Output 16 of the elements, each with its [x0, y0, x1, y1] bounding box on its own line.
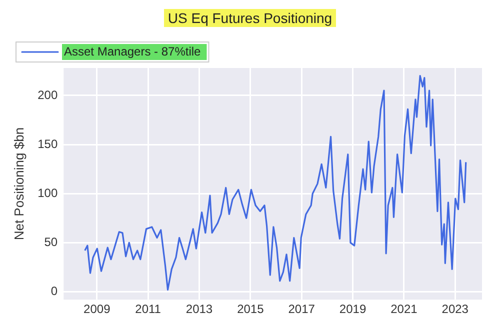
x-tick-label: 2023: [442, 302, 469, 316]
x-tick-label: 2011: [135, 302, 162, 316]
y-tick-label: 200: [38, 88, 58, 102]
x-tick-label: 2017: [288, 302, 316, 316]
y-tick-label: 0: [50, 284, 58, 298]
legend-label: Asset Managers - 87%tile: [64, 44, 202, 58]
x-tick-label: 2013: [186, 302, 213, 316]
x-tick-label: 2015: [237, 302, 264, 316]
y-tick-label: 150: [38, 136, 58, 151]
y-axis-title: Net Positioning $bn: [11, 127, 26, 240]
y-tick-label: 50: [44, 234, 58, 249]
x-tick-label: 2019: [339, 302, 366, 316]
x-tick-label: 2021: [390, 302, 418, 316]
y-tick-label: 100: [38, 186, 58, 200]
chart-title: US Eq Futures Positioning: [164, 9, 336, 27]
x-tick-label: 2009: [84, 302, 111, 316]
